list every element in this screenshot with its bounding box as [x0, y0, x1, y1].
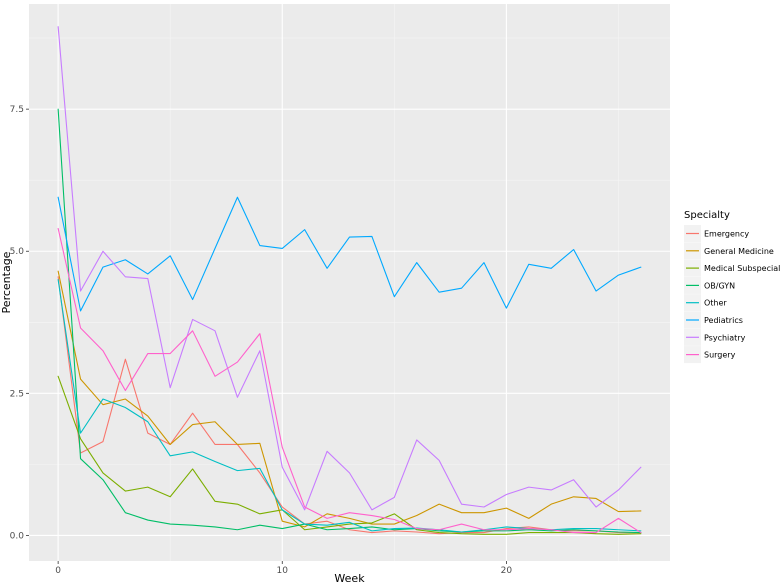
- legend-label-medical-subspecialty: Medical Subspecialty: [704, 264, 780, 273]
- series-line-emergency: [57, 276, 642, 535]
- plot-panel: [29, 4, 670, 561]
- series-line-psychiatry: [57, 26, 642, 511]
- y-tick-label: 5.0: [10, 247, 25, 257]
- legend-label-other: Other: [704, 299, 727, 308]
- legend-label-surgery: Surgery: [704, 351, 736, 360]
- minor-gridlines: [29, 4, 670, 561]
- y-axis-title: Percentage: [0, 251, 13, 313]
- x-axis-title: Week: [334, 572, 365, 585]
- legend-label-psychiatry: Psychiatry: [704, 333, 746, 342]
- legend-label-ob-gyn: OB/GYN: [704, 281, 735, 290]
- legend-label-pediatrics: Pediatrics: [704, 316, 743, 325]
- series-line-pediatrics: [57, 196, 642, 312]
- series-line-medical-subspecialty: [57, 375, 642, 535]
- series-line-ob-gyn: [57, 108, 642, 534]
- series-line-surgery: [57, 227, 642, 534]
- y-tick-label: 7.5: [10, 105, 24, 115]
- legend-label-general-medicine: General Medicine: [704, 247, 774, 256]
- y-tick-label: 2.5: [10, 389, 24, 399]
- x-tick-label: 10: [277, 566, 289, 576]
- series-lines: [57, 26, 642, 535]
- axis-ticks: 0 10 20 0.0 2.5 5.0 7.5: [10, 105, 513, 576]
- legend: Specialty Emergency General Medicine Medic…: [684, 210, 780, 364]
- legend-label-emergency: Emergency: [704, 230, 749, 239]
- legend-title: Specialty: [684, 210, 730, 221]
- series-line-general-medicine: [57, 270, 642, 528]
- x-tick-label: 0: [55, 566, 61, 576]
- x-tick-label: 20: [501, 566, 513, 576]
- y-tick-label: 0.0: [10, 531, 25, 541]
